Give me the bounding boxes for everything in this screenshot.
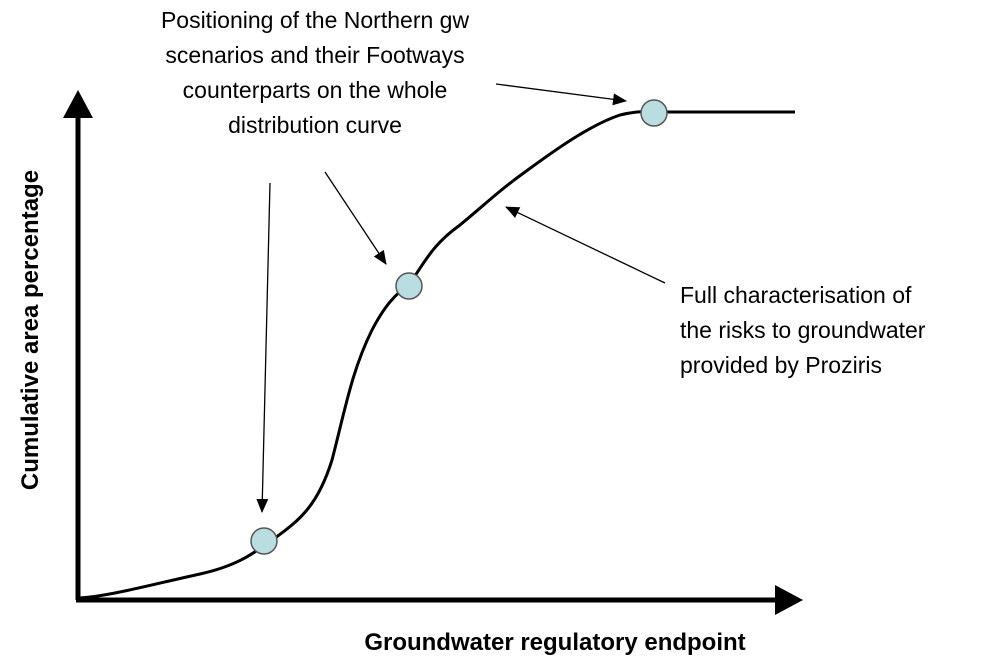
annotation-line: scenarios and their Footways bbox=[165, 42, 464, 68]
y-axis-arrow bbox=[63, 90, 93, 118]
distribution-curve bbox=[79, 110, 795, 600]
x-axis-arrow bbox=[775, 585, 803, 615]
annotation-line: the risks to groundwater bbox=[680, 317, 926, 343]
annotation-line: counterparts on the whole bbox=[183, 77, 448, 103]
annotation-line: Positioning of the Northern gw bbox=[161, 7, 470, 33]
annotation-line: provided by Proziris bbox=[680, 352, 882, 378]
y-axis-label: Cumulative area percentage bbox=[17, 170, 44, 490]
pointer-arrow bbox=[256, 182, 271, 513]
annotation-line: Full characterisation of bbox=[680, 282, 912, 308]
marker-point bbox=[250, 527, 278, 555]
annotation-line: distribution curve bbox=[228, 112, 402, 138]
pointer-arrow bbox=[505, 206, 666, 284]
marker-point bbox=[640, 99, 668, 127]
marker-point bbox=[395, 272, 423, 300]
annotations: Positioning of the Northern gw scenarios … bbox=[161, 7, 926, 378]
pointer-arrow bbox=[324, 171, 387, 265]
pointer-arrow bbox=[495, 83, 627, 106]
x-axis-label: Groundwater regulatory endpoint bbox=[364, 629, 745, 656]
